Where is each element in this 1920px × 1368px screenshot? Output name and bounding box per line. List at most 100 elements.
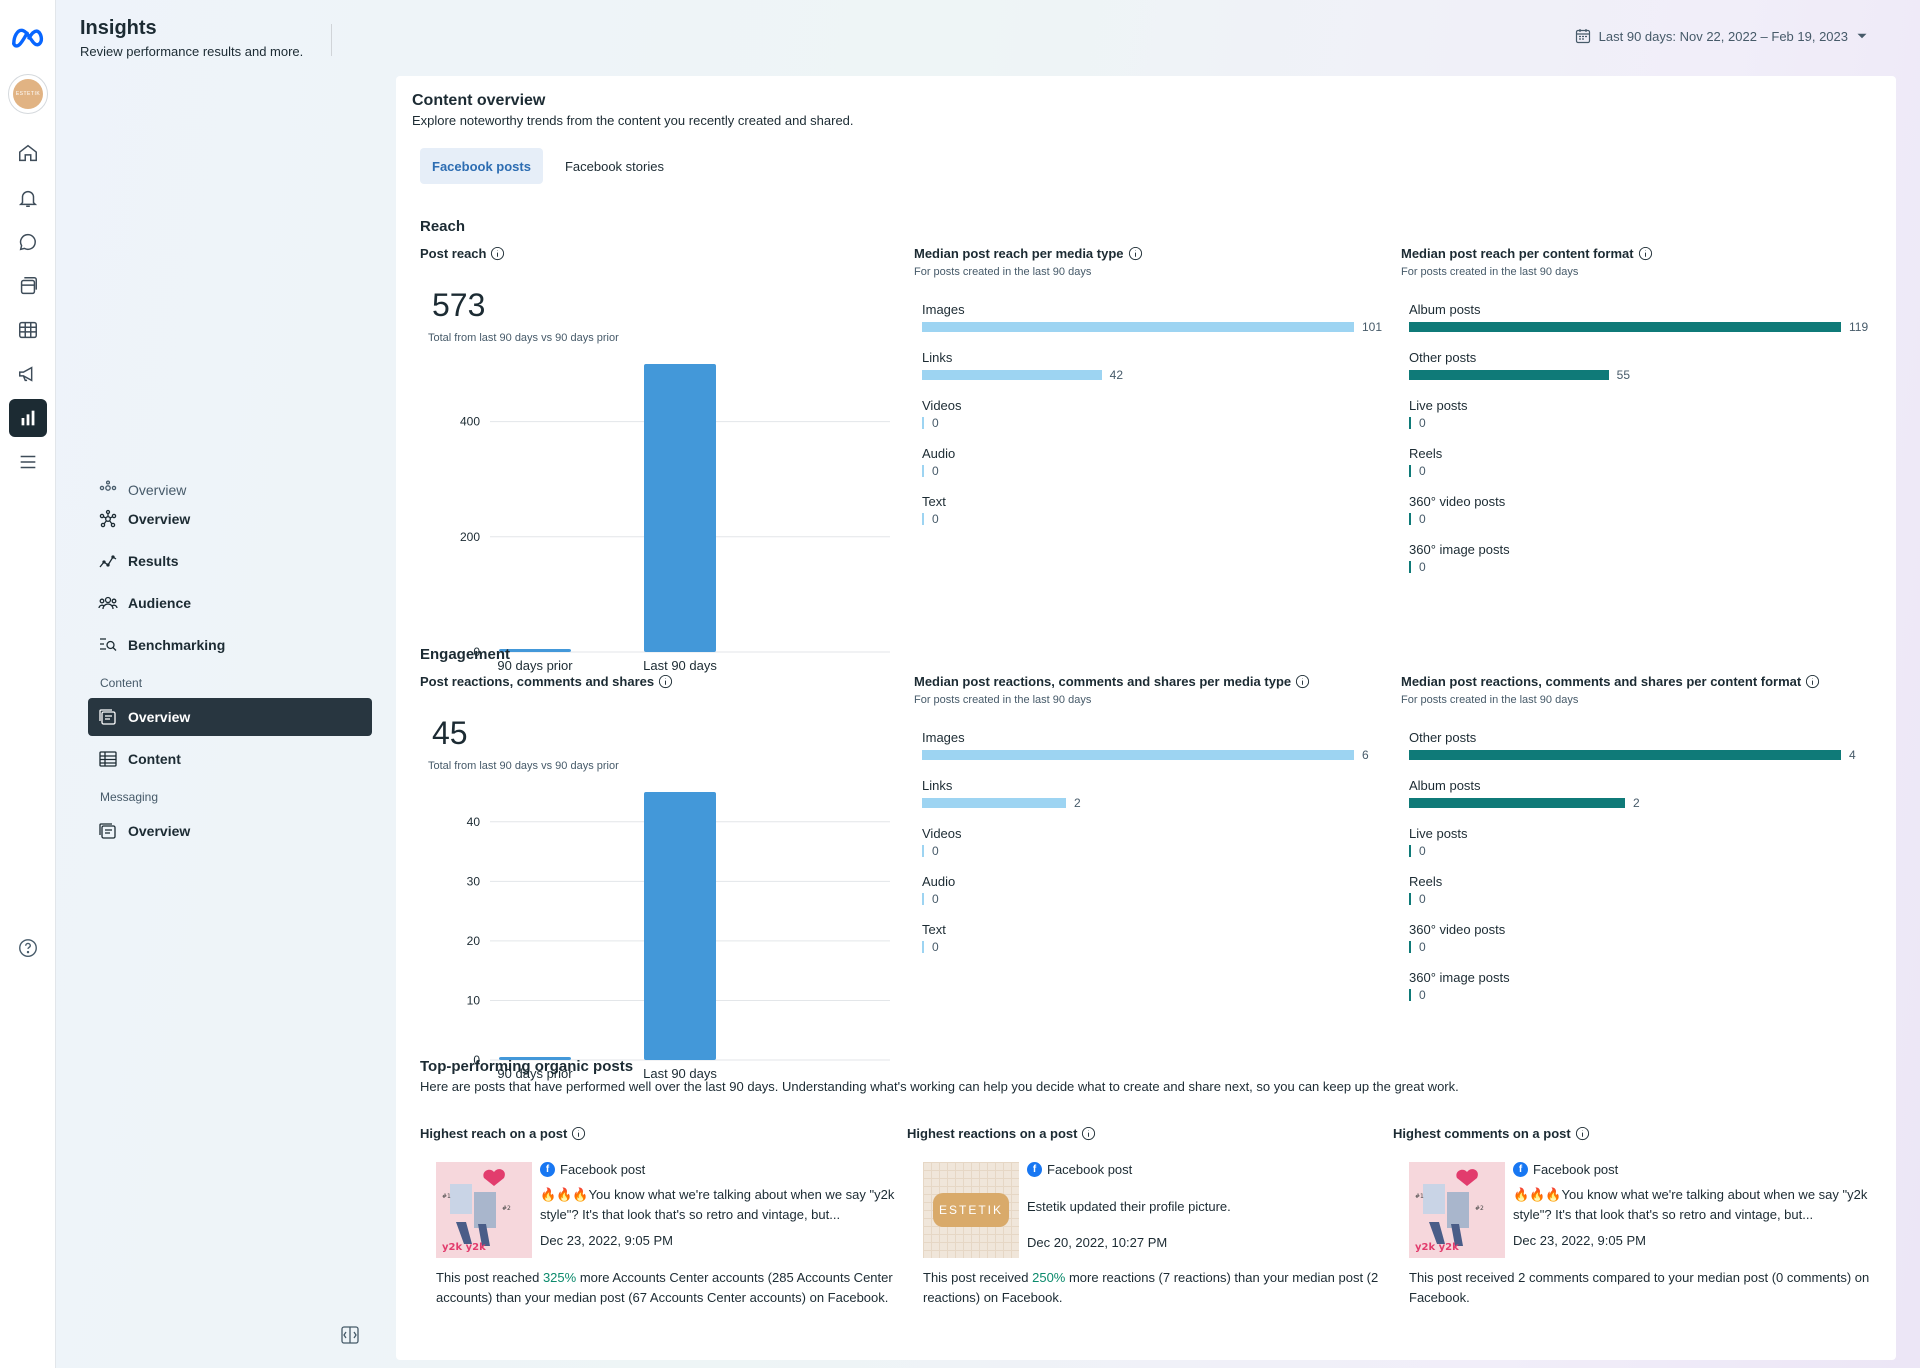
menu-icon[interactable]	[9, 443, 47, 481]
bar[interactable]	[644, 364, 716, 652]
hbar-row: Links 2	[922, 778, 1392, 826]
help-icon[interactable]	[17, 937, 39, 959]
hbar-value: 0	[932, 416, 939, 430]
avatar[interactable]: ESTETIK	[8, 74, 48, 114]
post-tag: Facebook post	[560, 1162, 646, 1177]
page-subtitle: Review performance results and more.	[80, 44, 304, 59]
y-tick-label: 0	[473, 645, 480, 659]
post-text: 🔥🔥🔥You know what we're talking about whe…	[540, 1187, 895, 1222]
sidebar-item-label: Content	[128, 751, 181, 767]
chevron-down-icon	[1857, 33, 1867, 39]
x-tick-label: 90 days prior	[497, 658, 573, 673]
collapse-sidebar-icon[interactable]	[340, 1325, 360, 1345]
hbar[interactable]	[1409, 370, 1609, 380]
hbar-row: Other posts 55	[1409, 350, 1879, 398]
home-icon[interactable]	[9, 134, 47, 172]
sidebar-item-benchmarking[interactable]: Benchmarking	[88, 626, 372, 664]
sidebar-item-content[interactable]: Content	[88, 740, 372, 778]
hbar[interactable]	[1409, 322, 1841, 332]
engagement-format-subtitle: For posts created in the last 90 days	[1401, 694, 1579, 706]
hbar[interactable]	[922, 370, 1102, 380]
info-icon[interactable]	[1805, 674, 1820, 689]
engagement-format-bars: Other posts 4 Album posts 2 Live posts 0 Reels…	[1409, 730, 1879, 1018]
insights-icon[interactable]	[9, 399, 47, 437]
content-overview-card: Content overview Explore noteworthy tren…	[396, 76, 1896, 1360]
svg-text:#1: #1	[1415, 1193, 1424, 1200]
post-thumbnail[interactable]: y2k y2k #2 #1	[1409, 1162, 1505, 1258]
info-icon[interactable]	[1081, 1126, 1096, 1141]
tab-facebook-posts[interactable]: Facebook posts	[420, 148, 543, 184]
hbar[interactable]	[922, 750, 1354, 760]
hbar-value: 101	[1362, 320, 1383, 334]
sidebar-item-results[interactable]: Results	[88, 542, 372, 580]
post-date: Dec 23, 2022, 9:05 PM	[1513, 1233, 1646, 1248]
bar[interactable]	[499, 1057, 571, 1060]
hbar	[922, 893, 924, 905]
reach-media-subtitle: For posts created in the last 90 days	[914, 266, 1092, 278]
hbar-row: Reels 0	[1409, 874, 1879, 922]
info-icon[interactable]	[1295, 674, 1310, 689]
sidebar-item-messaging-overview[interactable]: Overview	[88, 812, 372, 850]
engagement-media-title: Median post reactions, comments and shar…	[914, 674, 1292, 689]
date-range-label: Last 90 days: Nov 22, 2022 – Feb 19, 202…	[1598, 28, 1848, 44]
avatar-text: ESTETIK	[13, 79, 43, 109]
sidebar-item-label: Results	[128, 553, 179, 569]
hbar	[1409, 989, 1411, 1001]
hbar[interactable]	[1409, 798, 1625, 808]
hbar-row: 360° image posts 0	[1409, 970, 1879, 1018]
hbar[interactable]	[922, 798, 1066, 808]
post-date: Dec 20, 2022, 10:27 PM	[1027, 1235, 1168, 1250]
post-tag: Facebook post	[1533, 1162, 1619, 1177]
info-icon[interactable]	[1575, 1126, 1590, 1141]
info-icon[interactable]	[490, 246, 505, 261]
sidenav-ghost-item: Overview	[88, 478, 186, 502]
posts-icon[interactable]	[9, 267, 47, 305]
post-thumbnail[interactable]: y2k y2k #2 #1	[436, 1162, 532, 1258]
y-tick-label: 30	[467, 874, 481, 888]
hbar-value: 2	[1633, 796, 1640, 810]
hbar-row: 360° video posts 0	[1409, 922, 1879, 970]
info-icon[interactable]	[658, 674, 673, 689]
bell-icon[interactable]	[9, 179, 47, 217]
benchmarking-icon	[100, 638, 117, 651]
sidebar-item-overview[interactable]: Overview	[88, 500, 372, 538]
hbar[interactable]	[1409, 750, 1841, 760]
svg-text:#2: #2	[1475, 1205, 1484, 1212]
post-summary-a: This post received 2 comments compared t…	[1409, 1270, 1870, 1305]
top-post-reactions[interactable]: Highest reactions on a post ESTETIK f Fac…	[907, 1126, 1387, 1305]
info-icon[interactable]	[571, 1126, 586, 1141]
chat-icon[interactable]	[9, 223, 47, 261]
top-post-col-title: Highest reactions on a post	[907, 1126, 1078, 1141]
bar[interactable]	[499, 649, 571, 652]
info-icon[interactable]	[1638, 246, 1653, 261]
hbar-value: 6	[1362, 748, 1369, 762]
hbar-row: Videos 0	[922, 398, 1392, 446]
hbar-label: Album posts	[1409, 302, 1481, 317]
post-tag: Facebook post	[1047, 1162, 1133, 1177]
hbar-label: 360° image posts	[1409, 970, 1510, 985]
hbar-label: 360° image posts	[1409, 542, 1510, 557]
post-thumbnail[interactable]: ESTETIK	[923, 1162, 1019, 1258]
hbar-label: Videos	[922, 398, 962, 413]
estetik-logo: ESTETIK	[932, 1193, 1009, 1227]
table-icon[interactable]	[9, 311, 47, 349]
x-tick-label: 90 days prior	[497, 1066, 573, 1081]
top-post-comments[interactable]: Highest comments on a post y2k y2k #2 #1 f…	[1393, 1126, 1873, 1305]
svg-text:y2k y2k: y2k y2k	[1415, 1242, 1459, 1253]
top-post-reach[interactable]: Highest reach on a post y2k y2k #2 #1 f Fac…	[420, 1126, 900, 1305]
hbar	[922, 465, 924, 477]
hbar[interactable]	[922, 322, 1354, 332]
megaphone-icon[interactable]	[9, 355, 47, 393]
hbar	[1409, 465, 1411, 477]
sidebar-item-audience[interactable]: Audience	[88, 584, 372, 622]
hbar	[1409, 893, 1411, 905]
tab-facebook-stories[interactable]: Facebook stories	[564, 158, 664, 174]
sidenav-section-content: Content	[100, 676, 143, 690]
bar[interactable]	[644, 792, 716, 1060]
sidebar-item-content-overview[interactable]: Overview	[88, 698, 372, 736]
post-reach-value: 573	[432, 287, 486, 323]
sidebar-item-label: Overview	[128, 511, 191, 527]
meta-logo-icon[interactable]	[10, 22, 48, 52]
date-range-picker[interactable]: Last 90 days: Nov 22, 2022 – Feb 19, 202…	[1575, 28, 1868, 44]
info-icon[interactable]	[1128, 246, 1143, 261]
